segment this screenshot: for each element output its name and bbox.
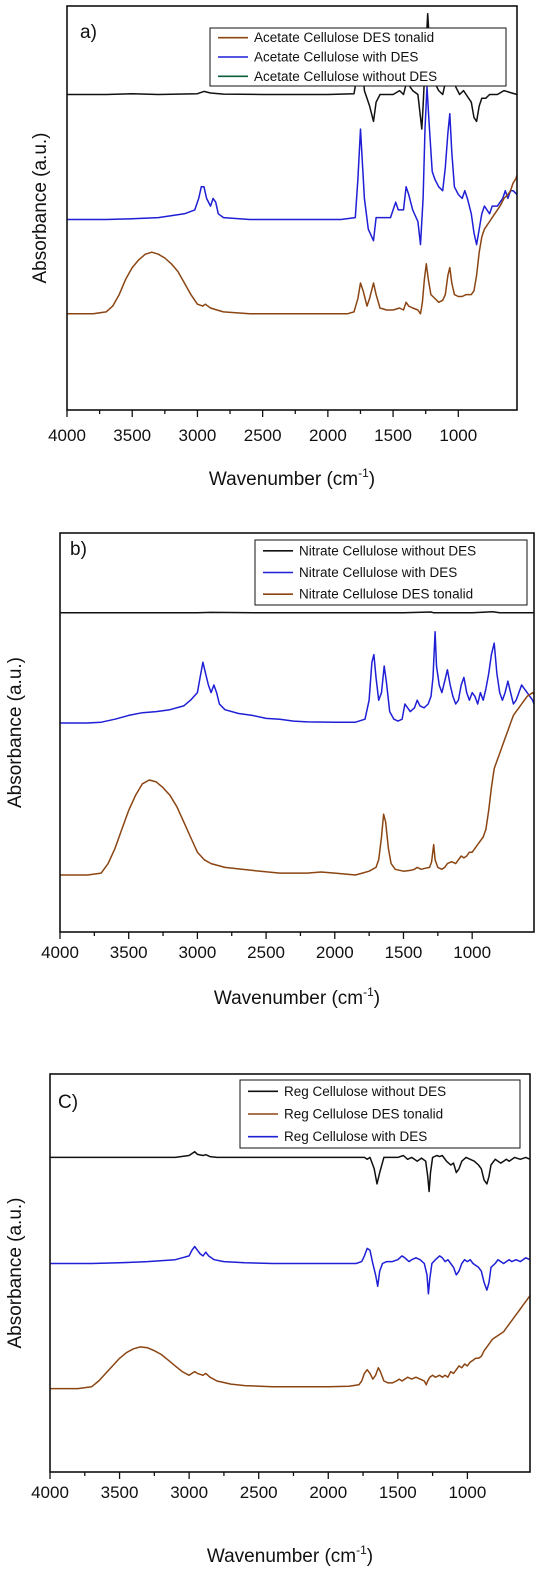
x-tick-label: 1000 [439, 426, 477, 445]
legend-entry: Nitrate Cellulose with DES [299, 565, 457, 580]
x-axis-title: Wavenumber (cm-1) [214, 985, 380, 1009]
series-line-2-3 [60, 691, 535, 876]
legend-entry: Nitrate Cellulose DES tonalid [299, 587, 473, 602]
legend-entry: Reg Cellulose with DES [284, 1129, 427, 1144]
panel-label: C) [58, 1092, 78, 1113]
legend-entry: Reg Cellulose without DES [284, 1084, 446, 1099]
x-axis-title: Wavenumber (cm-1) [209, 466, 375, 490]
x-tick-label: 1000 [448, 1483, 486, 1502]
x-tick-label: 2500 [247, 943, 285, 962]
x-tick-label: 4000 [48, 426, 86, 445]
x-tick-label: 2500 [244, 426, 282, 445]
x-tick-label: 3500 [113, 426, 151, 445]
legend: Nitrate Cellulose without DES Nitrate Cel… [254, 539, 528, 606]
series-line-1-3 [67, 175, 518, 315]
legend-entry: Acetate Cellulose DES tonalid [254, 30, 434, 45]
series-line-1-1 [67, 12, 518, 130]
legend-entry: Nitrate Cellulose without DES [299, 543, 476, 558]
legend-box [239, 1079, 521, 1149]
plot-frame [66, 5, 518, 411]
x-tick-label: 3500 [101, 1483, 139, 1502]
x-tick-label: 1500 [379, 1483, 417, 1502]
series-line-3-2 [50, 1245, 531, 1295]
x-tick-label: 1500 [374, 426, 412, 445]
x-tick-label: 1500 [385, 943, 423, 962]
legend: Reg Cellulose without DES Reg Cellulose D… [239, 1079, 521, 1149]
series-line-2-2 [60, 631, 535, 724]
chart-panel-3: 4000 3500 3000 2500 2000 1500 1000 Wavenumber (… [5, 1073, 531, 1567]
y-axis-title: Absorbance (a.u.) [30, 132, 51, 283]
x-tick-label: 3000 [178, 943, 216, 962]
series-line-2-1 [60, 610, 534, 614]
y-axis-title: Absorbance (a.u.) [5, 657, 26, 808]
x-tick-label: 3000 [179, 426, 217, 445]
chart-panel-2: 4000 3500 3000 2500 2000 1500 1000 Wavenumber (… [5, 532, 535, 1009]
series-line-3-1 [50, 1150, 531, 1193]
x-tick-label: 3500 [110, 943, 148, 962]
legend-box [254, 539, 528, 606]
x-axis-title: Wavenumber (cm-1) [207, 1543, 373, 1567]
x-tick-label: 4000 [41, 943, 79, 962]
plot-frame [59, 532, 535, 933]
series-line-1-2 [67, 86, 518, 246]
legend-entry: Reg Cellulose DES tonalid [284, 1107, 443, 1122]
panel-label: b) [70, 539, 87, 560]
x-tick-label: 4000 [31, 1483, 69, 1502]
legend-entry: Acetate Cellulose without DES [254, 69, 437, 84]
series-line-3-3 [50, 1295, 531, 1390]
legend: Acetate Cellulose DES tonalid Acetate Cel… [209, 27, 507, 87]
x-tick-label: 2000 [309, 426, 347, 445]
x-tick-label: 2500 [240, 1483, 278, 1502]
x-tick-label: 1000 [453, 943, 491, 962]
x-tick-label: 2000 [309, 1483, 347, 1502]
x-tick-label: 3000 [170, 1483, 208, 1502]
y-axis-title: Absorbance (a.u.) [5, 1197, 26, 1348]
legend-entry: Acetate Cellulose with DES [254, 50, 418, 65]
plot-frame [49, 1073, 531, 1473]
chart-panel-1: 4000 3500 3000 2500 2000 1500 1000 Wavenumber (… [30, 5, 518, 490]
legend-box [209, 27, 507, 87]
x-tick-label: 2000 [316, 943, 354, 962]
panel-label: a) [80, 22, 97, 43]
